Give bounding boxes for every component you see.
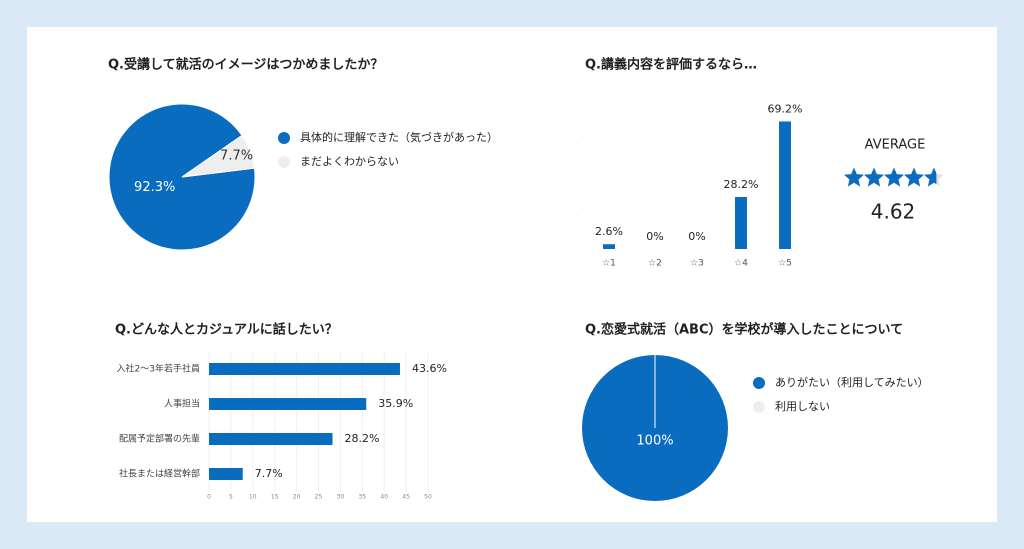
y-tick-label: 配属予定部署の先輩: [119, 433, 200, 445]
legend-swatch: [753, 377, 765, 389]
legend-label: ありがたい（利用してみたい）: [775, 375, 929, 389]
x-tick-label: 10: [249, 494, 257, 501]
star: [904, 167, 924, 187]
star: [884, 167, 904, 187]
bar: [209, 363, 400, 375]
chart-title: Q.講義内容を評価するなら…: [585, 57, 757, 73]
x-tick-label: ☆1: [602, 259, 616, 269]
star: [864, 167, 884, 187]
pie-slice: [181, 134, 256, 178]
value-label: 7.7%: [255, 467, 283, 480]
x-tick-label: 45: [402, 494, 410, 501]
x-tick-label: 35: [358, 494, 366, 501]
value-label: 28.2%: [345, 432, 380, 445]
x-tick-label: 50: [424, 494, 432, 501]
legend-swatch: [278, 156, 290, 168]
y-tick-label: 人事担当: [164, 398, 200, 410]
x-tick-label: 30: [337, 494, 345, 501]
x-tick-label: ☆3: [690, 259, 704, 269]
y-tick-label: 入社2〜3年若手社員: [117, 363, 200, 375]
value-label: 0%: [646, 230, 663, 243]
value-label: 92.3%: [134, 180, 175, 195]
value-label: 35.9%: [378, 397, 413, 410]
value-label: 2.6%: [595, 225, 623, 238]
card: [27, 27, 997, 522]
average-value: 4.62: [871, 200, 916, 224]
x-tick-label: 15: [271, 494, 279, 501]
x-tick-label: ☆4: [734, 259, 748, 269]
x-tick-label: ☆2: [648, 259, 662, 269]
legend-label: 利用しない: [775, 400, 830, 413]
value-label: 69.2%: [768, 102, 803, 115]
legend-label: まだよくわからない: [300, 155, 399, 168]
value-label: 0%: [688, 230, 705, 243]
x-tick-label: 0: [207, 494, 211, 501]
chart-title: Q.恋愛式就活（ABC）を学校が導入したことについて: [585, 322, 903, 338]
x-tick-label: ☆5: [778, 259, 792, 269]
x-tick-label: 25: [315, 494, 323, 501]
x-tick-label: 5: [229, 494, 233, 501]
legend-swatch: [753, 401, 765, 413]
legend-label: 具体的に理解できた（気づきがあった）: [300, 130, 498, 144]
bar: [209, 398, 367, 410]
x-tick-label: 40: [380, 494, 388, 501]
value-label: 7.7%: [220, 149, 253, 164]
bar: [779, 121, 791, 249]
y-tick-label: 社長または経営幹部: [119, 468, 200, 480]
value-label: 43.6%: [412, 362, 447, 375]
bar: [603, 244, 615, 249]
star: [844, 167, 864, 187]
chart-title: Q.どんな人とカジュアルに話したい？: [115, 322, 338, 338]
chart-title: Q.受講して就活のイメージはつかめましたか？: [108, 57, 383, 73]
value-label: 100%: [636, 434, 673, 449]
x-tick-label: 20: [293, 494, 301, 501]
star: [924, 167, 937, 187]
bar: [209, 433, 333, 445]
legend-swatch: [278, 132, 290, 144]
bar: [209, 468, 243, 480]
bar: [735, 197, 747, 249]
value-label: 28.2%: [724, 178, 759, 191]
average-label: AVERAGE: [865, 138, 926, 153]
